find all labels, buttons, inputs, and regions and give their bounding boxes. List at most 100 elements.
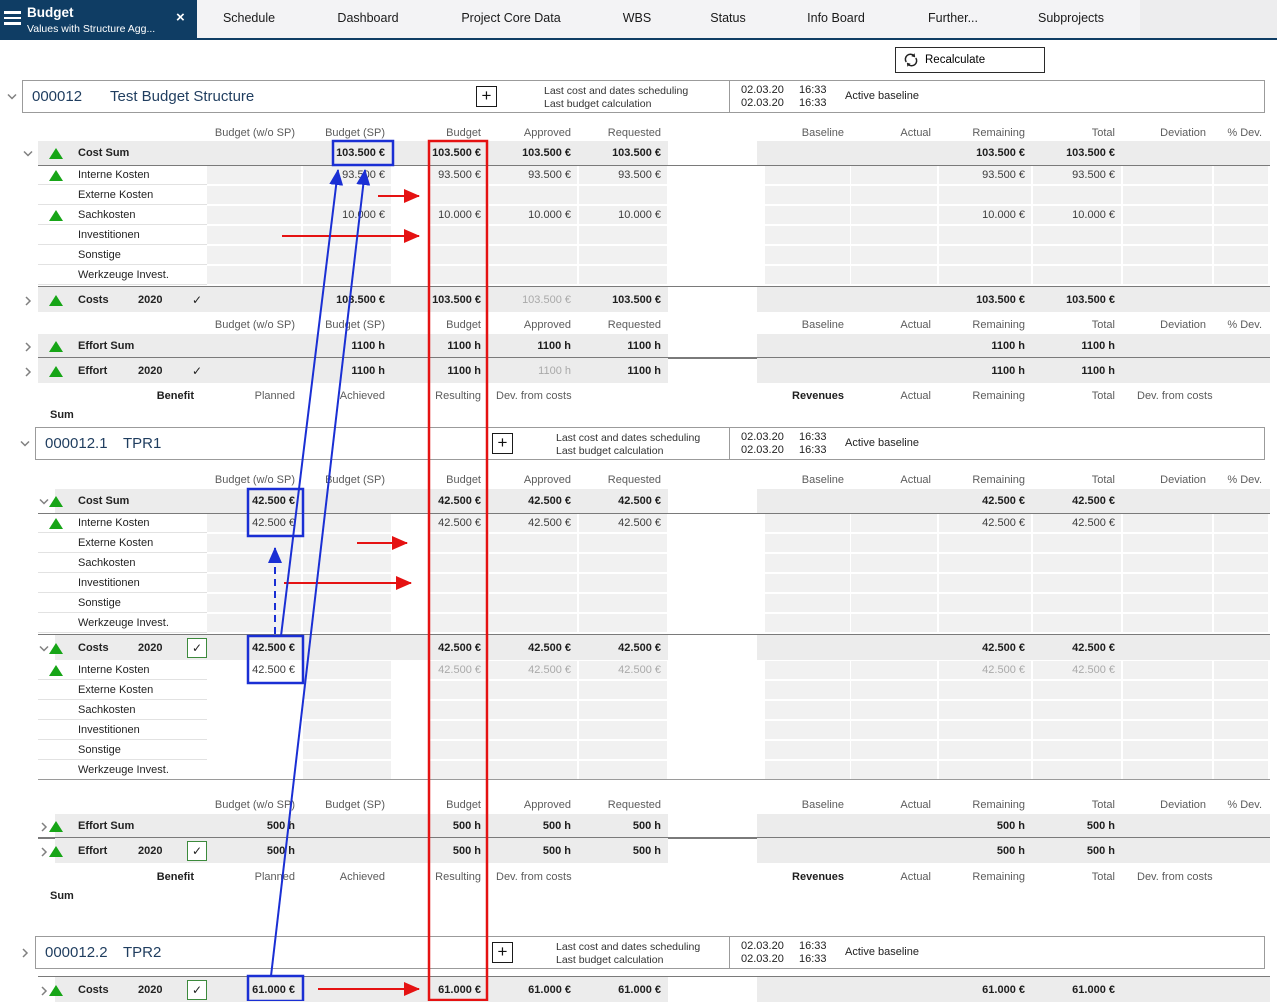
cell-req[interactable]: 103.500 €: [612, 293, 661, 306]
tab-status[interactable]: Status: [710, 11, 746, 25]
row-expand-chevron[interactable]: [38, 984, 50, 996]
section-expand-chevron-000012-2[interactable]: [19, 946, 31, 958]
cell-tot[interactable]: 500 h: [1086, 844, 1115, 857]
cell-rem[interactable]: 42.500 €: [982, 517, 1025, 529]
cell-req[interactable]: 10.000 €: [618, 209, 661, 221]
cell-rem[interactable]: 10.000 €: [982, 209, 1025, 221]
add-button[interactable]: +: [492, 433, 513, 454]
tab-subprojects[interactable]: Subprojects: [1037, 11, 1105, 25]
row-expand-chevron[interactable]: [38, 820, 50, 832]
cell-wsp[interactable]: 42.500 €: [252, 641, 295, 654]
cell-app[interactable]: 10.000 €: [528, 209, 571, 221]
cell-tot[interactable]: 1100 h: [1081, 364, 1115, 377]
cell-tot[interactable]: 42.500 €: [1072, 664, 1115, 676]
cell-bg-tot: [1033, 741, 1121, 759]
column-header-base: Baseline: [801, 319, 844, 331]
cell-rem[interactable]: 61.000 €: [982, 983, 1025, 996]
cell-bg-act: [851, 614, 937, 632]
cell-rem[interactable]: 1100 h: [991, 364, 1025, 377]
cell-bg-app: [489, 266, 577, 284]
cell-tot[interactable]: 61.000 €: [1072, 983, 1115, 996]
row-expand-chevron[interactable]: [38, 845, 50, 857]
tab-further[interactable]: Further...: [927, 11, 979, 25]
column-header-tot: Total: [1091, 319, 1115, 331]
cell-rem[interactable]: 500 h: [996, 844, 1025, 857]
cell-bg-base: [765, 701, 850, 719]
cell-wsp[interactable]: 500 h: [266, 844, 295, 857]
cell-sp[interactable]: 1100 h: [351, 364, 385, 377]
cell-req[interactable]: 500 h: [632, 844, 661, 857]
cell-req[interactable]: 1100 h: [627, 364, 661, 377]
cell-bg-req: [579, 761, 667, 779]
cell-wsp[interactable]: 61.000 €: [252, 983, 295, 996]
add-button[interactable]: +: [476, 86, 497, 107]
cell-sp[interactable]: 103.500 €: [336, 293, 385, 306]
row-expand-chevron[interactable]: [22, 340, 34, 352]
cell-app[interactable]: 42.500 €: [528, 517, 571, 529]
cell-req[interactable]: 93.500 €: [618, 169, 661, 181]
year-checkbox[interactable]: ✓: [187, 979, 207, 1000]
tab-info-board[interactable]: Info Board: [807, 11, 865, 25]
cell-app[interactable]: 103.500 €: [522, 293, 571, 306]
year-checkbox[interactable]: ✓: [187, 637, 207, 658]
tab-dashboard[interactable]: Dashboard: [337, 11, 399, 25]
cell-tot[interactable]: 42.500 €: [1072, 641, 1115, 654]
cell-rem[interactable]: 103.500 €: [976, 293, 1025, 306]
row-expand-chevron[interactable]: [22, 147, 34, 159]
cell-bud[interactable]: 10.000 €: [438, 209, 481, 221]
cell-wsp[interactable]: 42.500 €: [252, 517, 295, 529]
cell-bud[interactable]: 103.500 €: [432, 293, 481, 306]
cell-tot[interactable]: 10.000 €: [1072, 209, 1115, 221]
cell-app[interactable]: 61.000 €: [528, 983, 571, 996]
cell-bg-wsp: [207, 186, 301, 204]
section-expand-chevron-000012[interactable]: [6, 90, 18, 102]
table-row-effort: Effort 2020 ✓ 1100 h 1100 h 1100 h 1100 h 1100 …: [0, 357, 1277, 383]
cell-bud[interactable]: 500 h: [452, 844, 481, 857]
benefit-header-planned: Planned: [254, 390, 295, 402]
row-label: Interne Kosten: [78, 169, 150, 181]
benefit-header-remaining: Remaining: [972, 390, 1025, 402]
cell-tot[interactable]: 42.500 €: [1072, 517, 1115, 529]
cell-req[interactable]: 42.500 €: [618, 517, 661, 529]
year-checkbox[interactable]: ✓: [191, 363, 203, 378]
year-checkbox[interactable]: ✓: [187, 840, 207, 861]
row-expand-chevron[interactable]: [38, 642, 50, 654]
cell-bg-dev: [1123, 534, 1212, 552]
cell-wsp[interactable]: 42.500 €: [252, 664, 295, 676]
cell-req[interactable]: 42.500 €: [618, 664, 661, 676]
row-expand-chevron[interactable]: [22, 294, 34, 306]
cell-bg-base: [765, 721, 850, 739]
cell-req[interactable]: 61.000 €: [618, 983, 661, 996]
year-checkbox[interactable]: ✓: [191, 292, 203, 307]
tab-wbs[interactable]: WBS: [622, 11, 652, 25]
cell-bud[interactable]: 42.500 €: [438, 641, 481, 654]
cell-tot[interactable]: 93.500 €: [1072, 169, 1115, 181]
cell-bud[interactable]: 1100 h: [447, 364, 481, 377]
cell-app[interactable]: 1100 h: [538, 364, 571, 377]
cell-app[interactable]: 500 h: [542, 844, 571, 857]
cell-bud[interactable]: 42.500 €: [438, 517, 481, 529]
cell-bud[interactable]: 61.000 €: [438, 983, 481, 996]
cell-bg-rem: [939, 574, 1031, 592]
cell-req[interactable]: 42.500 €: [618, 641, 661, 654]
menu-icon[interactable]: [4, 11, 21, 25]
cell-bud[interactable]: 93.500 €: [438, 169, 481, 181]
cell-sp[interactable]: 10.000 €: [342, 209, 385, 221]
cell-app[interactable]: 93.500 €: [528, 169, 571, 181]
add-button[interactable]: +: [492, 942, 513, 963]
close-icon[interactable]: ×: [176, 9, 185, 26]
cell-sp[interactable]: 93.500 €: [342, 169, 385, 181]
cell-bud[interactable]: 42.500 €: [438, 664, 481, 676]
tab-schedule[interactable]: Schedule: [222, 11, 276, 25]
cell-app[interactable]: 42.500 €: [528, 641, 571, 654]
row-expand-chevron[interactable]: [38, 495, 50, 507]
cell-tot[interactable]: 103.500 €: [1066, 293, 1115, 306]
cell-rem[interactable]: 42.500 €: [982, 664, 1025, 676]
section-expand-chevron-000012-1[interactable]: [19, 437, 31, 449]
cell-rem[interactable]: 93.500 €: [982, 169, 1025, 181]
tab-project-core-data[interactable]: Project Core Data: [461, 11, 561, 25]
row-expand-chevron[interactable]: [22, 365, 34, 377]
recalculate-button[interactable]: Recalculate: [895, 47, 1045, 73]
cell-rem[interactable]: 42.500 €: [982, 641, 1025, 654]
cell-app[interactable]: 42.500 €: [528, 664, 571, 676]
